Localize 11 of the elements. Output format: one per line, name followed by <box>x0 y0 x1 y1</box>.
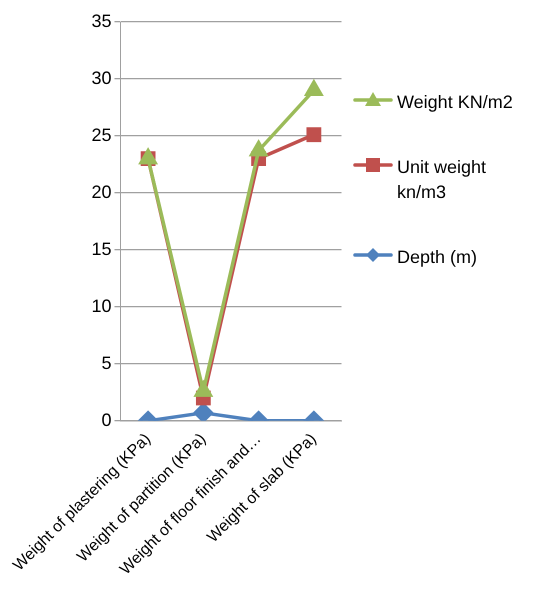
legend-label: Weight KN/m2 <box>397 91 513 114</box>
y-tick-label: 0 <box>101 410 112 430</box>
y-tick-label: 10 <box>91 296 112 316</box>
y-tick-label: 35 <box>91 10 112 31</box>
legend-label: Unit weight kn/m3 <box>397 156 488 204</box>
legend-label: Depth (m) <box>397 246 478 269</box>
y-tick-label: 20 <box>91 182 112 202</box>
y-tick-label: 30 <box>91 68 112 88</box>
y-tick-label: 5 <box>101 352 112 373</box>
y-tick-label: 25 <box>91 124 112 145</box>
y-tick-label: 15 <box>91 238 112 259</box>
